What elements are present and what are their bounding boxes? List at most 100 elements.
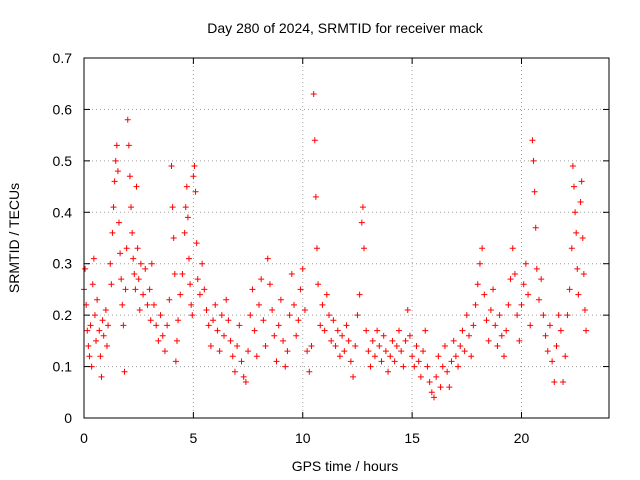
data-point (229, 353, 236, 360)
plot-frame (83, 57, 610, 419)
data-point (485, 337, 492, 344)
data-point (94, 296, 101, 303)
data-point (130, 255, 137, 262)
data-point (420, 348, 427, 355)
data-point (194, 276, 201, 283)
data-point (522, 260, 529, 267)
data-point (411, 363, 418, 370)
data-point (227, 337, 234, 344)
data-point (179, 271, 186, 277)
data-point (581, 307, 588, 313)
data-point (240, 373, 247, 380)
data-point (463, 312, 470, 319)
data-point (293, 332, 300, 339)
data-point (98, 373, 105, 380)
data-point (169, 204, 176, 211)
data-point (339, 332, 346, 339)
data-point (511, 271, 518, 277)
data-point (218, 312, 225, 319)
data-point (128, 204, 135, 211)
y-tick-label: 0.2 (53, 307, 73, 323)
data-point (494, 343, 501, 349)
data-point (297, 286, 304, 293)
data-point (225, 317, 232, 324)
data-point (371, 353, 378, 360)
data-point (459, 327, 466, 334)
data-point (518, 301, 525, 308)
data-point (170, 235, 177, 241)
data-point (574, 265, 581, 272)
data-point (391, 358, 398, 365)
data-point (131, 271, 138, 277)
data-point (352, 343, 359, 349)
data-point (132, 286, 139, 293)
data-point (205, 322, 212, 329)
data-point (125, 142, 132, 149)
data-point (116, 219, 122, 226)
data-point (330, 317, 337, 324)
data-point (332, 343, 339, 349)
data-point (544, 348, 551, 355)
data-point (273, 358, 280, 365)
data-point (516, 337, 523, 344)
data-point (555, 312, 562, 319)
data-point (422, 327, 429, 334)
data-point (439, 363, 446, 370)
data-point (562, 353, 569, 360)
data-point (566, 286, 573, 293)
data-point (308, 343, 315, 349)
data-point (269, 307, 276, 313)
data-point (295, 317, 302, 324)
data-point (196, 291, 203, 298)
x-tick-label: 10 (295, 430, 311, 446)
data-point (365, 348, 372, 355)
data-point (177, 291, 184, 298)
data-point (466, 332, 472, 339)
data-point (120, 322, 127, 329)
data-point (159, 332, 166, 339)
data-point (572, 209, 579, 216)
data-point (468, 353, 475, 360)
data-point (531, 188, 538, 195)
data-point (249, 286, 256, 293)
data-point (546, 322, 553, 329)
data-point (212, 301, 219, 308)
data-point (89, 281, 96, 288)
data-point (184, 214, 191, 221)
data-point (118, 276, 125, 283)
data-point (343, 322, 350, 329)
data-point (134, 245, 141, 252)
axis-ticks (83, 57, 609, 419)
data-point (93, 337, 100, 344)
data-point (577, 199, 584, 205)
data-point (171, 271, 178, 277)
data-point (299, 265, 306, 272)
data-point (173, 337, 180, 344)
data-point (210, 317, 217, 324)
data-point (147, 317, 154, 324)
data-point (146, 286, 153, 293)
data-point (496, 312, 503, 319)
data-point (361, 245, 367, 252)
data-point (569, 163, 576, 169)
data-point (347, 358, 354, 365)
data-point (455, 363, 462, 370)
data-point (328, 337, 335, 344)
data-point (374, 327, 381, 334)
data-point (271, 332, 278, 339)
data-point (140, 291, 147, 298)
data-point (503, 327, 510, 334)
data-point (85, 343, 92, 349)
data-point (415, 358, 422, 365)
data-point (238, 358, 245, 365)
data-point (549, 358, 556, 365)
x-tick-labels: 0 5 10 15 20 (80, 430, 529, 446)
data-point (216, 348, 223, 355)
data-point (319, 301, 326, 308)
data-point (110, 204, 117, 211)
data-point (260, 317, 267, 324)
data-point (363, 327, 370, 334)
y-tick-label: 0.7 (53, 50, 73, 66)
grid-lines (84, 58, 609, 418)
data-point (111, 178, 118, 185)
